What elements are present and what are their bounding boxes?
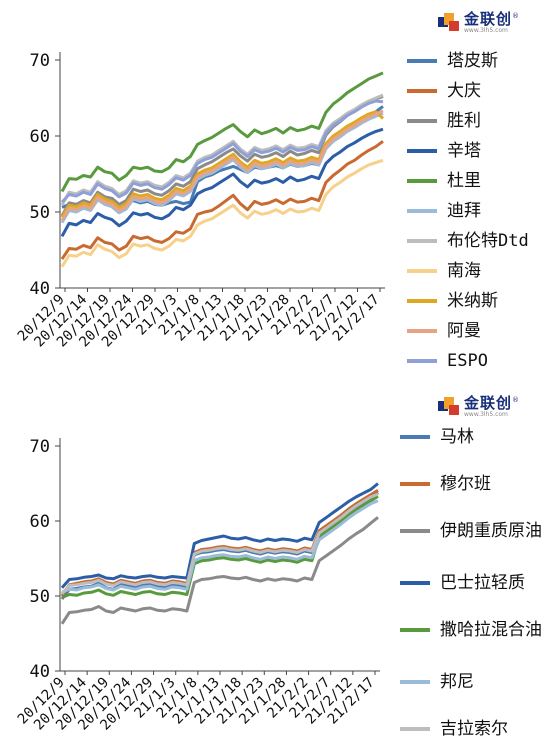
legend-swatch: [407, 299, 437, 303]
legend-label: 辛塔: [447, 141, 481, 161]
legend-item: 大庆: [407, 80, 481, 102]
brand-name: 金联创®: [464, 394, 521, 412]
chart-panel-bottom: 40 50 60 70 20/12/9 20/12/14 20/12/19 20/12/24 2…: [0, 376, 554, 756]
y-tick-label: 40: [30, 279, 50, 299]
chart-panel-top: 40 50 60 70 20/12/9 20/12/14 20/12/19 20/12/24 2…: [0, 0, 554, 376]
series-line: [60, 99, 384, 204]
legend-label: 吉拉索尔: [440, 719, 508, 739]
legend-swatch: [400, 680, 430, 684]
series-line: [60, 71, 384, 193]
series-line: [61, 495, 379, 599]
legend-item: 阿曼: [407, 320, 481, 342]
legend-swatch: [407, 89, 437, 93]
axes: 4050607020/12/920/12/1420/12/1920/12/242…: [15, 51, 385, 351]
legend-label: 马林: [440, 427, 474, 447]
y-tick-label: 60: [30, 127, 50, 147]
legend-swatch: [407, 59, 437, 63]
series-line: [61, 499, 379, 594]
y-tick-label: 70: [30, 437, 50, 457]
legend-label: 撒哈拉混合油: [440, 620, 542, 640]
brand-name: 金联创®: [464, 10, 521, 28]
legend-swatch: [407, 179, 437, 183]
legend-swatch: [407, 239, 437, 243]
legend-item: 伊朗重质原油: [400, 520, 548, 542]
legend-item: 穆尔班: [400, 473, 548, 495]
legend-label: 布伦特Dtd: [447, 231, 529, 251]
series-line: [60, 109, 384, 222]
series-line: [60, 482, 379, 589]
legend-label: 胜利: [447, 111, 481, 131]
legend-label: 米纳斯: [447, 291, 498, 311]
brand-logo: 金联创® www.3lh5.com: [438, 12, 520, 34]
logo-icon: [438, 13, 460, 33]
legend-label: 大庆: [447, 81, 481, 101]
legend-swatch: [400, 628, 430, 632]
legend-label: 杜里: [447, 171, 481, 191]
legend-label: 南海: [447, 261, 481, 281]
legend-swatch: [400, 727, 430, 731]
legend-swatch: [407, 269, 437, 273]
brand-logo: 金联创® www.3lh5.com: [438, 396, 520, 418]
y-tick-label: 60: [30, 512, 50, 532]
legend-label: ESPO: [447, 351, 488, 371]
legend-label: 伊朗重质原油: [440, 521, 542, 541]
legend-swatch: [407, 329, 437, 333]
y-tick-label: 50: [30, 203, 50, 223]
legend-label: 穆尔班: [440, 474, 491, 494]
legend-swatch: [400, 581, 430, 585]
legend-swatch: [400, 482, 430, 486]
series-lines: [60, 482, 379, 625]
brand-url: www.3lh5.com: [464, 411, 508, 418]
legend-swatch: [407, 359, 437, 363]
legend-swatch: [400, 435, 430, 439]
legend-item: 撒哈拉混合油: [400, 619, 548, 641]
legend-label: 阿曼: [447, 321, 481, 341]
legend-item: 马林: [400, 426, 548, 448]
legend-item: 南海: [407, 260, 481, 282]
legend-swatch: [407, 119, 437, 123]
legend-item: 杜里: [407, 170, 481, 192]
series-line: [60, 489, 379, 597]
legend-item: 胜利: [407, 110, 481, 132]
legend-item: ESPO: [407, 350, 488, 372]
brand-url: www.3lh5.com: [464, 27, 508, 34]
y-tick-label: 40: [30, 662, 50, 682]
series-line: [60, 158, 384, 268]
series-lines: [60, 71, 385, 268]
series-line: [60, 111, 384, 224]
legend-label: 巴士拉轻质: [440, 573, 525, 593]
legend-item: 邦尼: [400, 671, 548, 693]
legend-swatch: [407, 149, 437, 153]
y-tick-label: 50: [30, 587, 50, 607]
line-chart-top: 4050607020/12/920/12/1420/12/1920/12/242…: [15, 51, 385, 351]
logo-icon: [438, 397, 460, 417]
legend-label: 塔皮斯: [447, 51, 498, 71]
legend-item: 米纳斯: [407, 290, 498, 312]
legend-item: 布伦特Dtd: [407, 230, 529, 252]
legend-label: 迪拜: [447, 201, 481, 221]
y-tick-label: 70: [30, 51, 50, 71]
legend-label: 邦尼: [440, 672, 474, 692]
line-chart-bottom: 4050607020/12/920/12/1420/12/1920/12/242…: [15, 437, 380, 734]
legend-item: 辛塔: [407, 140, 481, 162]
series-line: [60, 93, 384, 206]
series-line: [60, 516, 379, 625]
series-line: [60, 492, 379, 595]
legend-swatch: [407, 209, 437, 213]
legend-item: 迪拜: [407, 200, 481, 222]
legend-item: 塔皮斯: [407, 50, 498, 72]
series-line: [60, 110, 385, 219]
legend-swatch: [400, 529, 430, 533]
legend-item: 巴士拉轻质: [400, 572, 548, 594]
legend-item: 吉拉索尔: [400, 718, 548, 740]
series-line: [60, 140, 384, 260]
series-line: [60, 127, 384, 238]
